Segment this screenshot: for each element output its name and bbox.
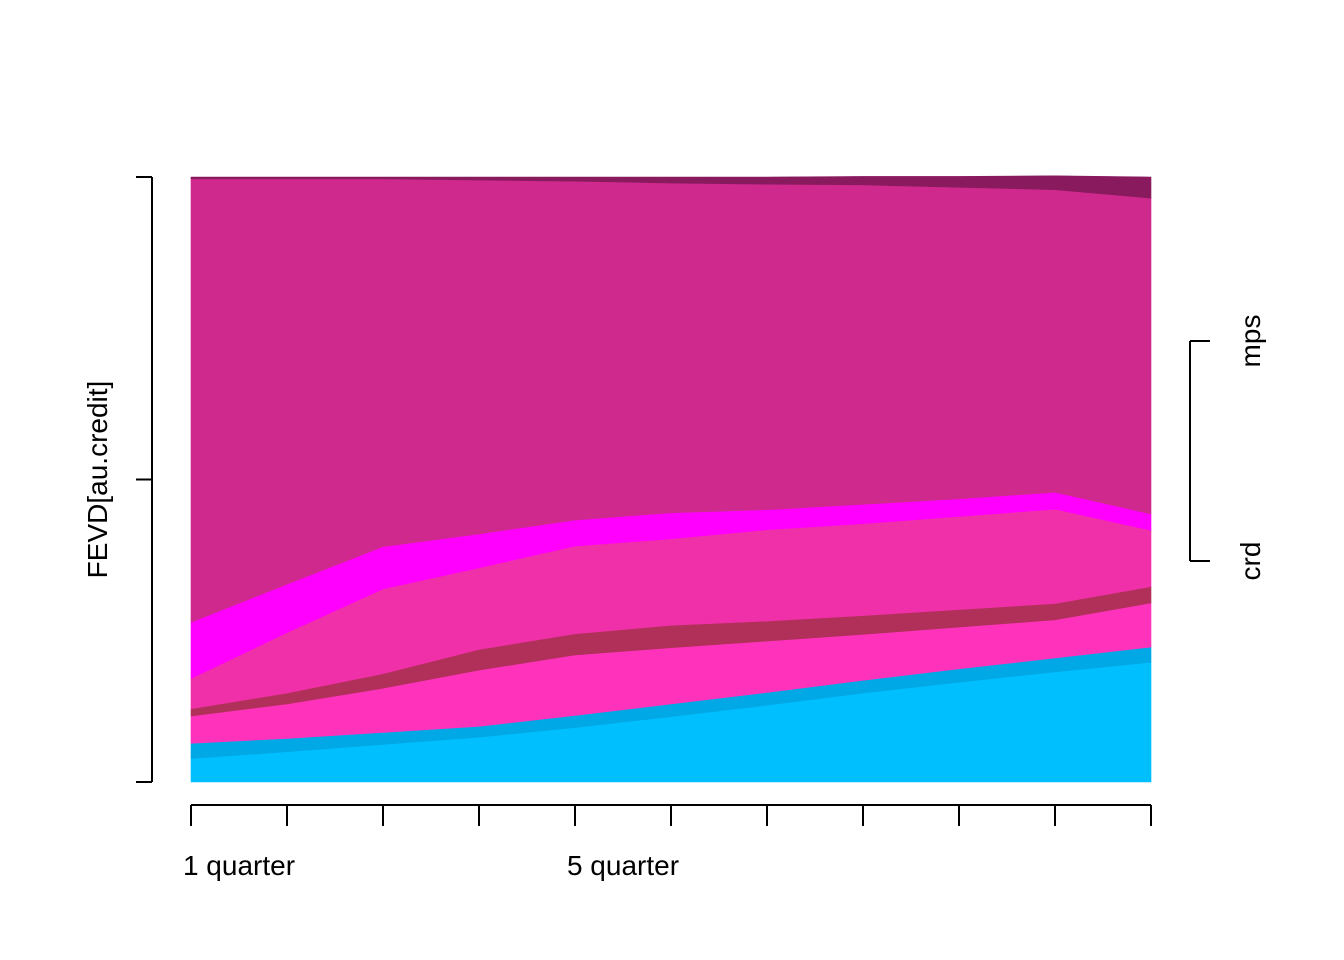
group-label-mps: mps <box>1235 315 1266 368</box>
stacked-areas <box>190 175 1152 783</box>
x-axis <box>190 804 1152 826</box>
area-series-8 <box>190 175 1152 199</box>
group-label-crd: crd <box>1235 542 1266 581</box>
x-tick-label-1: 1 quarter <box>183 850 295 881</box>
x-tick-labels: 1 quarter 5 quarter <box>183 850 679 881</box>
x-tick-label-2: 5 quarter <box>567 850 679 881</box>
y-axis-label: FEVD[au.credit] <box>82 381 113 579</box>
y-axis <box>136 176 153 783</box>
group-bracket <box>1189 340 1210 562</box>
